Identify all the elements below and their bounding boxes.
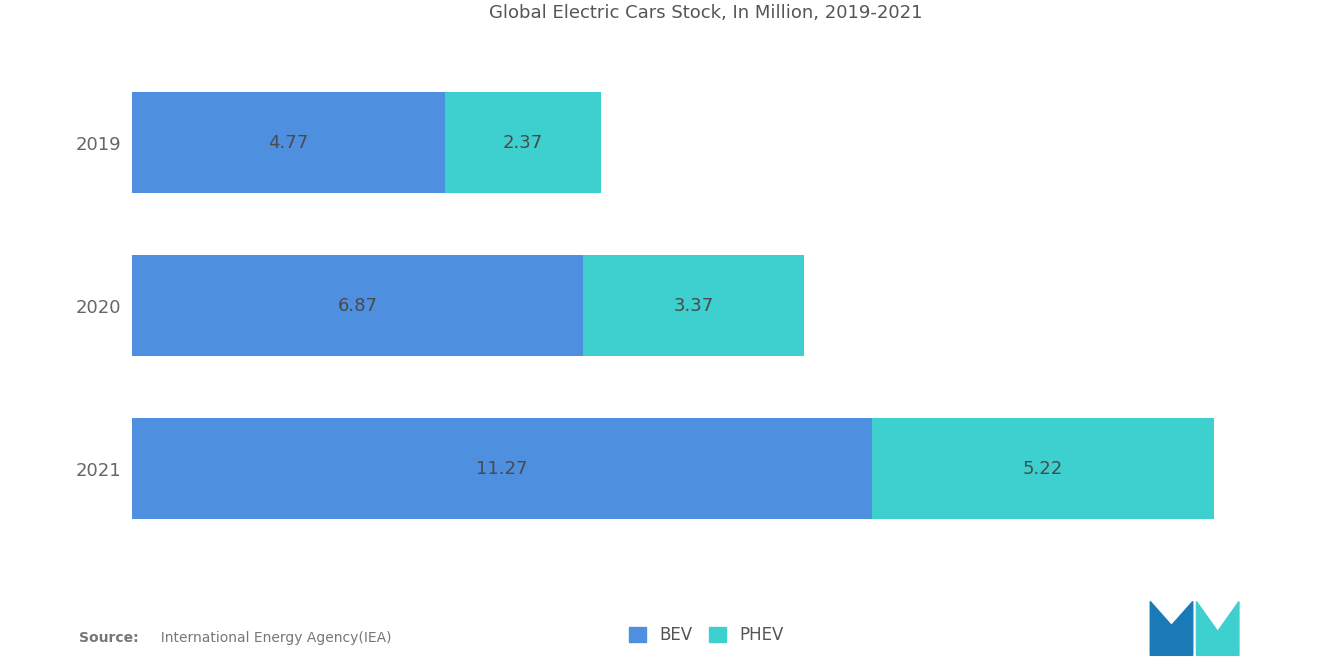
Bar <box>445 92 601 194</box>
Bar <box>132 255 583 356</box>
Title: Global Electric Cars Stock, In Million, 2019-2021: Global Electric Cars Stock, In Million, … <box>490 5 923 23</box>
Text: 11.27: 11.27 <box>477 460 528 478</box>
Text: 4.77: 4.77 <box>268 134 309 152</box>
Text: International Energy Agency(IEA): International Energy Agency(IEA) <box>152 631 391 645</box>
Polygon shape <box>1196 601 1239 656</box>
Bar <box>871 418 1214 519</box>
Text: 3.37: 3.37 <box>673 297 714 315</box>
Bar <box>583 255 804 356</box>
Text: 6.87: 6.87 <box>338 297 378 315</box>
Text: 2.37: 2.37 <box>503 134 543 152</box>
Text: Source:: Source: <box>79 631 139 645</box>
Text: 5.22: 5.22 <box>1023 460 1063 478</box>
Polygon shape <box>1150 601 1193 656</box>
Legend: BEV, PHEV: BEV, PHEV <box>620 618 792 652</box>
Bar <box>132 92 445 194</box>
Bar <box>132 418 871 519</box>
